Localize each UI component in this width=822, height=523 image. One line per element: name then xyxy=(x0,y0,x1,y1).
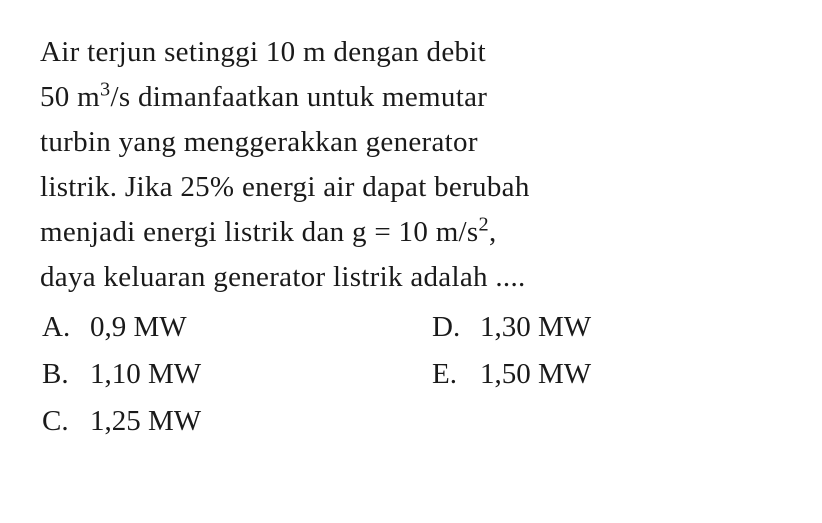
option-d-text: 1,30 MW xyxy=(480,305,591,350)
q-line-5-pre: menjadi energi listrik dan g = 10 m/s xyxy=(40,216,479,248)
option-b-text: 1,10 MW xyxy=(90,352,201,397)
q-line-1: Air terjun setinggi 10 m dengan debit xyxy=(40,36,486,68)
q-line-6: daya keluaran generator listrik adalah .… xyxy=(40,261,526,293)
option-a-letter: A. xyxy=(42,305,90,350)
option-c[interactable]: C. 1,25 MW xyxy=(42,399,392,444)
option-c-letter: C. xyxy=(42,399,90,444)
q-line-2-sup: 3 xyxy=(100,78,110,100)
option-d[interactable]: D. 1,30 MW xyxy=(432,305,782,350)
question-text: Air terjun setinggi 10 m dengan debit 50… xyxy=(40,30,782,300)
option-a[interactable]: A. 0,9 MW xyxy=(42,305,392,350)
q-line-5-sup: 2 xyxy=(479,213,489,235)
q-line-4: listrik. Jika 25% energi air dapat berub… xyxy=(40,171,530,203)
q-line-2-pre: 50 m xyxy=(40,81,100,113)
options-container: A. 0,9 MW B. 1,10 MW C. 1,25 MW D. 1,30 … xyxy=(40,305,782,444)
option-e-text: 1,50 MW xyxy=(480,352,591,397)
q-line-2-post: /s dimanfaatkan untuk memutar xyxy=(110,81,487,113)
q-line-5-post: , xyxy=(489,216,497,248)
q-line-3: turbin yang menggerakkan generator xyxy=(40,126,478,158)
option-e[interactable]: E. 1,50 MW xyxy=(432,352,782,397)
option-e-letter: E. xyxy=(432,352,480,397)
option-b[interactable]: B. 1,10 MW xyxy=(42,352,392,397)
option-a-text: 0,9 MW xyxy=(90,305,187,350)
option-c-text: 1,25 MW xyxy=(90,399,201,444)
option-d-letter: D. xyxy=(432,305,480,350)
option-b-letter: B. xyxy=(42,352,90,397)
